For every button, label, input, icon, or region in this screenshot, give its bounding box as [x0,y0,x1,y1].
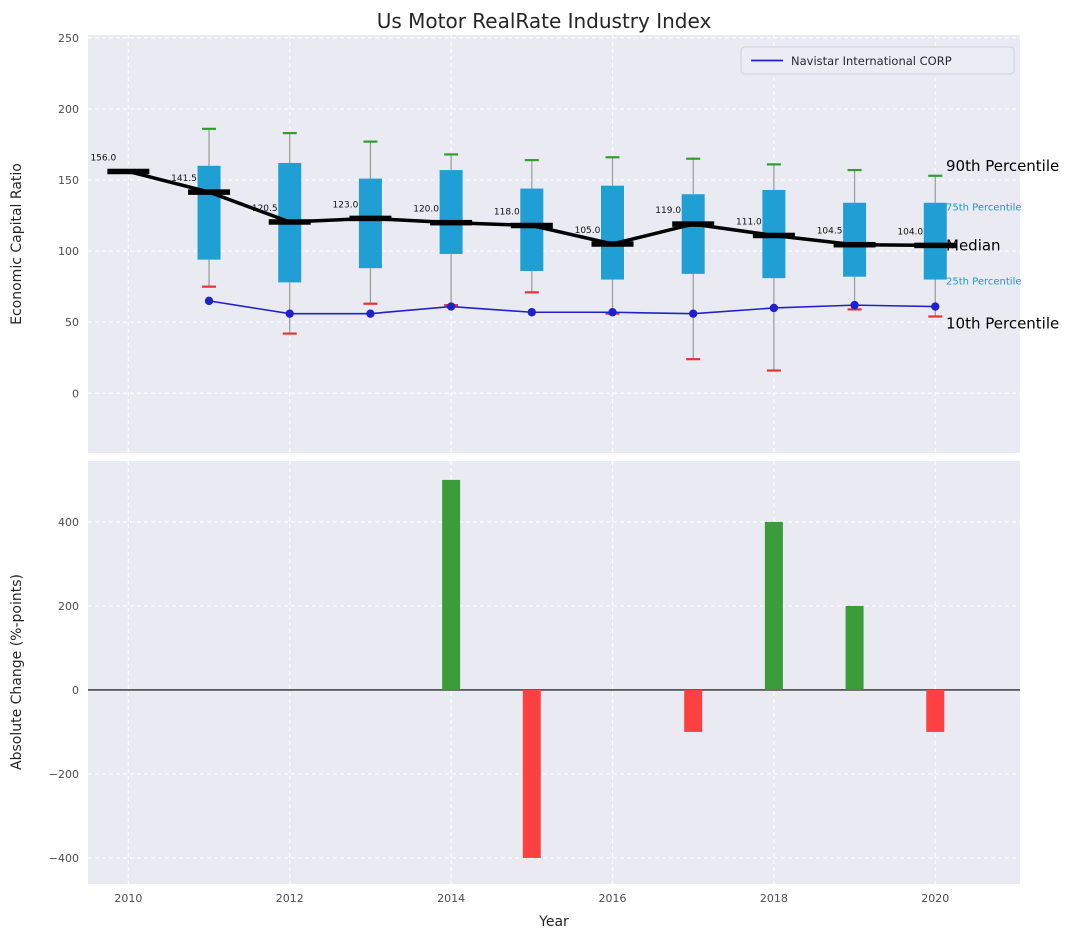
percentile-box [601,185,625,280]
median-dash-marker [672,221,715,227]
y-tick-label-bottom: −400 [49,852,79,865]
median-value-label: 104.0 [897,227,923,237]
median-dash-marker [188,189,231,195]
y-tick-label-top: 200 [58,103,79,116]
median-value-label: 119.0 [655,206,681,216]
percentile-annotation: 10th Percentile [946,315,1059,333]
y-tick-label-top: 50 [65,316,79,329]
median-value-label: 141.5 [171,174,197,184]
x-tick-label: 2018 [760,892,788,905]
median-dash-marker [107,168,150,175]
legend-box [740,46,1015,75]
median-value-label: 118.0 [494,208,520,218]
y-tick-label-bottom: 400 [58,516,79,529]
navistar-marker [527,308,537,317]
percentile-annotation: 25th Percentile [946,276,1022,287]
navistar-marker [688,309,698,318]
legend-label: Navistar International CORP [791,54,952,68]
bar-positive [764,521,783,690]
navistar-marker [850,300,859,310]
median-dash-marker [430,219,473,226]
plot-background-bottom [88,461,1020,884]
navistar-marker [608,308,617,317]
navistar-marker [366,309,375,318]
percentile-box [358,178,382,269]
bar-positive [845,605,864,690]
y-tick-label-top: 100 [58,245,79,258]
y-tick-label-bottom: 200 [58,600,79,613]
navistar-line [208,300,936,315]
x-axis-label: Year [538,914,569,930]
median-value-label: 123.0 [333,200,359,210]
percentile-box [681,194,705,274]
x-tick-label: 2020 [921,892,949,905]
bar-negative [522,689,541,858]
x-tick-label: 2010 [114,892,142,905]
median-value-label: 120.5 [252,204,278,214]
navistar-marker [446,302,456,311]
y-tick-label-bottom: 0 [72,684,79,697]
bar-negative [684,689,703,732]
percentile-annotation: 90th Percentile [946,157,1059,175]
percentile-box [520,188,544,272]
percentile-annotation: 75th Percentile [946,203,1022,214]
percentile-box [923,202,947,280]
x-tick-label: 2012 [276,892,304,905]
navistar-marker [769,303,779,313]
percentile-box [439,170,463,254]
bar-positive [442,479,461,690]
percentile-annotation: Median [946,236,1001,254]
y-tick-label-top: 0 [72,387,79,400]
y-tick-label-top: 250 [58,32,79,45]
y-tick-label-top: 150 [58,174,79,187]
y-axis-label-top: Economic Capital Ratio [9,163,25,325]
median-dash-marker [268,219,311,225]
median-value-label: 156.0 [90,153,116,163]
median-value-label: 120.0 [413,205,439,215]
x-tick-label: 2016 [599,892,627,905]
percentile-box [843,202,867,277]
bar-negative [926,689,945,732]
median-dash-marker [833,241,876,248]
median-dash-marker [752,232,795,239]
navistar-marker [931,302,940,311]
median-dash-marker [914,242,957,249]
navistar-marker [285,309,294,318]
chart-title: Us Motor RealRate Industry Index [377,9,712,33]
median-dash-marker [349,215,392,222]
median-value-label: 105.0 [575,226,601,236]
median-dash-marker [591,241,634,247]
y-tick-label-bottom: −200 [49,768,79,781]
y-axis-label-bottom: Absolute Change (%-points) [9,574,25,770]
median-value-label: 111.0 [736,217,762,227]
median-dash-marker [510,222,553,229]
median-value-label: 104.5 [817,227,843,237]
navistar-marker [204,296,214,306]
percentile-box [197,165,221,260]
x-tick-label: 2014 [437,892,465,905]
